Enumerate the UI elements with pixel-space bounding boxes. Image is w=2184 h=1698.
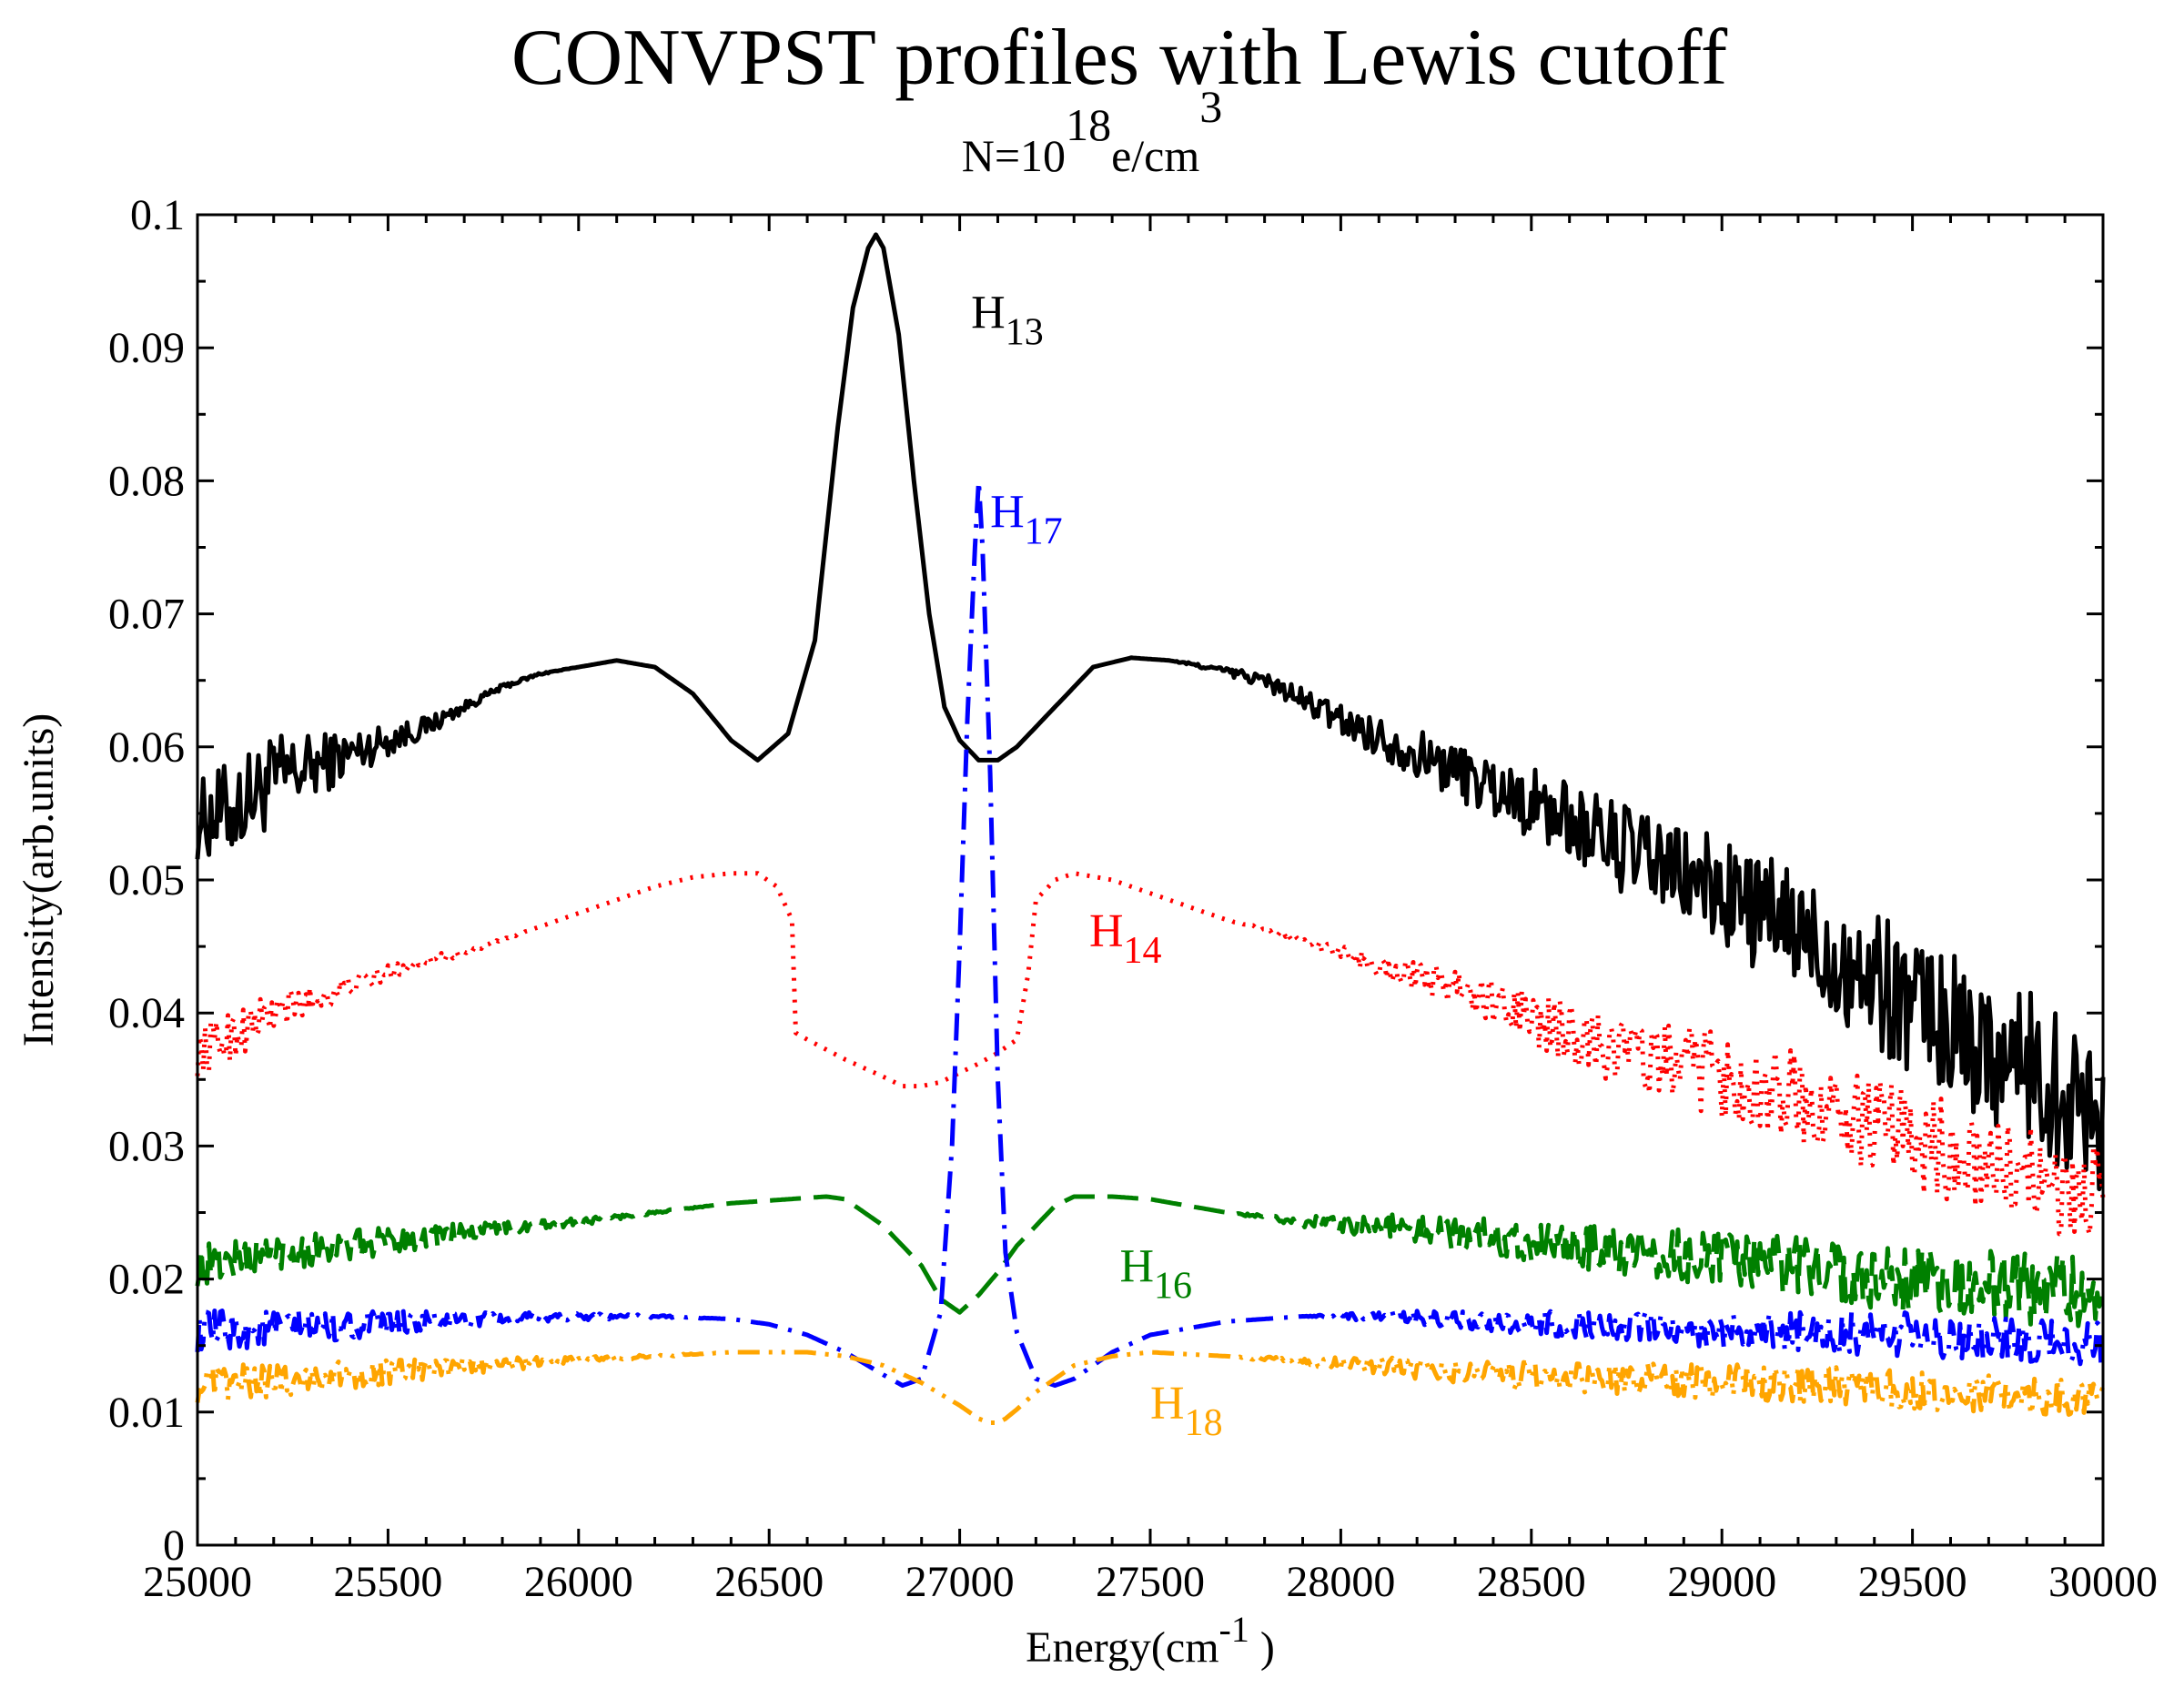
- y-tick-label: 0.01: [108, 1389, 185, 1437]
- series-label-h14: H14: [1089, 905, 1162, 972]
- x-tick-label: 27000: [905, 1558, 1015, 1606]
- series-label-letter: H: [1119, 1241, 1154, 1293]
- series-label-subscript: 14: [1124, 930, 1162, 972]
- plot-frame: [196, 213, 2105, 1547]
- series-label-subscript: 18: [1185, 1402, 1223, 1444]
- y-axis-label: Intensity(arb.units): [15, 713, 63, 1047]
- series-line-h14: [195, 871, 2106, 1238]
- y-tick-label: 0.04: [108, 989, 185, 1037]
- subtitle-exponent: 18: [1066, 99, 1111, 150]
- series-label-h16: H16: [1119, 1241, 1192, 1308]
- x-tick-label: 28000: [1286, 1558, 1395, 1606]
- y-tick-label: 0.1: [130, 191, 185, 239]
- subtitle-unit-exponent: 3: [1199, 81, 1222, 132]
- x-tick-label: 29500: [1858, 1558, 1967, 1606]
- subtitle-unit: e/cm: [1111, 130, 1199, 181]
- x-tick-label: 26000: [524, 1558, 633, 1606]
- y-tick-label: 0.03: [108, 1122, 185, 1170]
- series-line-h17: [195, 478, 2104, 1389]
- series-label-h13: H13: [971, 287, 1044, 353]
- y-tick-label: 0.08: [108, 457, 185, 505]
- x-tick-label: 30000: [2048, 1558, 2158, 1606]
- x-tick-label: 25000: [143, 1558, 252, 1606]
- series-line-h13: [195, 232, 2106, 1192]
- series-label-h18: H18: [1150, 1378, 1223, 1444]
- x-axis-label-exponent: -1: [1219, 1609, 1249, 1650]
- y-tick-label: 0.07: [108, 591, 185, 639]
- y-tick-label: 0.06: [108, 723, 185, 772]
- x-axis-label: Energy(cm-1 ): [1026, 1609, 1275, 1672]
- series-label-h17: H17: [990, 487, 1063, 553]
- y-tick-label: 0.05: [108, 856, 185, 905]
- y-tick-label: 0.09: [108, 324, 185, 372]
- subtitle-prefix: N=10: [962, 130, 1066, 181]
- series-label-subscript: 13: [1006, 311, 1044, 353]
- series-label-subscript: 17: [1025, 511, 1063, 553]
- chart-title: CONVPST profiles with Lewis cutoff: [511, 14, 1728, 102]
- x-tick-label: 27500: [1096, 1558, 1205, 1606]
- x-tick-label: 28500: [1477, 1558, 1586, 1606]
- chart-subtitle: N=1018e/cm3: [962, 81, 1222, 181]
- series-label-letter: H: [971, 287, 1006, 339]
- series-label-letter: H: [990, 487, 1025, 539]
- x-tick-label: 29000: [1667, 1558, 1776, 1606]
- x-axis-label-suffix: ): [1249, 1623, 1275, 1672]
- series-label-subscript: 16: [1154, 1266, 1192, 1308]
- x-tick-label: 26500: [714, 1558, 824, 1606]
- series-label-letter: H: [1089, 905, 1124, 957]
- series-line-h16: [195, 1194, 2106, 1329]
- tick-layer: 25000 25500 26000 26500 27000 27500 28000 28500…: [108, 191, 2158, 1606]
- y-tick-label: 0: [163, 1521, 185, 1570]
- y-tick-label: 0.02: [108, 1256, 185, 1304]
- x-axis-label-prefix: Energy(cm: [1026, 1623, 1218, 1672]
- series-label-letter: H: [1150, 1378, 1185, 1430]
- x-tick-label: 25500: [333, 1558, 442, 1606]
